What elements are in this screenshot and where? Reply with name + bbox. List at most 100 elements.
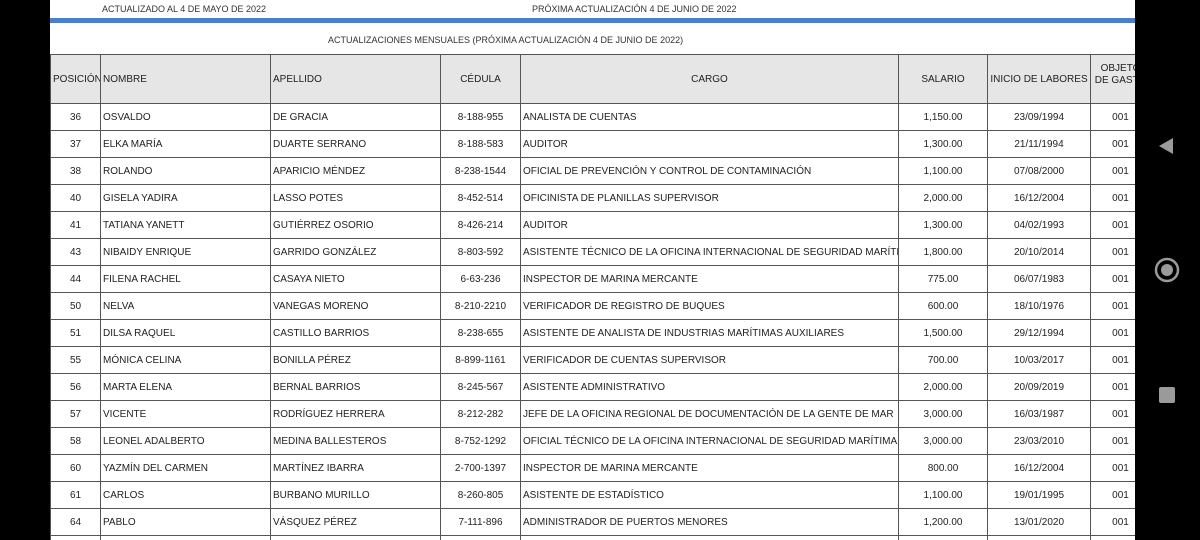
table-cell: NELVA bbox=[100, 292, 271, 320]
table-cell: 001 bbox=[1090, 103, 1135, 131]
table-cell: ASISTENTE ADMINISTRATIVO bbox=[520, 373, 899, 401]
table-cell: 8-899-1161 bbox=[440, 346, 521, 374]
table-cell: GUTIÉRREZ OSORIO bbox=[270, 211, 441, 239]
subtitle: ACTUALIZACIONES MENSUALES (PRÓXIMA ACTUA… bbox=[328, 35, 684, 45]
table-cell: 8-212-282 bbox=[440, 400, 521, 428]
table-row: 41 TATIANA YANETT GUTIÉRREZ OSORIO 8-426-21… bbox=[50, 211, 1135, 239]
table-cell: OFICIAL DE PREVENCIÓN Y CONTROL DE CONTA… bbox=[520, 157, 899, 185]
table-cell: 1,100.00 bbox=[898, 481, 988, 509]
table-cell: 06/07/1983 bbox=[987, 265, 1091, 293]
table-cell: 3,000.00 bbox=[898, 400, 988, 428]
empty-cell bbox=[100, 535, 271, 540]
empty-cell bbox=[898, 535, 988, 540]
table-cell: 38 bbox=[50, 157, 101, 185]
table-cell: MARTA ELENA bbox=[100, 373, 271, 401]
table-row: 37 ELKA MARÍA DUARTE SERRANO 8-188-583 AUDIT… bbox=[50, 130, 1135, 158]
column-header: OBJETO DE GASTO bbox=[1090, 54, 1135, 104]
table-row: 61 CARLOS BURBANO MURILLO 8-260-805 ASISTENT… bbox=[50, 481, 1135, 509]
table-row: 44 FILENA RACHEL CASAYA NIETO 6-63-236 INSPE… bbox=[50, 265, 1135, 293]
table-cell: OSVALDO bbox=[100, 103, 271, 131]
table-cell: RODRÍGUEZ HERRERA bbox=[270, 400, 441, 428]
table-cell: OFICIAL TÉCNICO DE LA OFICINA INTERNACIO… bbox=[520, 427, 899, 455]
table-cell: 7-111-896 bbox=[440, 508, 521, 536]
table-cell: 8-803-592 bbox=[440, 238, 521, 266]
table-cell: 43 bbox=[50, 238, 101, 266]
home-button-ring[interactable] bbox=[1154, 257, 1180, 283]
empty-cell bbox=[987, 535, 1091, 540]
table-cell: DILSA RAQUEL bbox=[100, 319, 271, 347]
table-cell: 40 bbox=[50, 184, 101, 212]
table-cell: 8-426-214 bbox=[440, 211, 521, 239]
table-cell: ASISTENTE DE ANALISTA DE INDUSTRIAS MARÍ… bbox=[520, 319, 899, 347]
table-cell: 36 bbox=[50, 103, 101, 131]
table-cell: GARRIDO GONZÁLEZ bbox=[270, 238, 441, 266]
table-cell: ADMINISTRADOR DE PUERTOS MENORES bbox=[520, 508, 899, 536]
table-cell: 001 bbox=[1090, 211, 1135, 239]
table-cell: CASAYA NIETO bbox=[270, 265, 441, 293]
document-view: ACTUALIZADO AL 4 DE MAYO DE 2022 PRÓXIMA… bbox=[50, 0, 1135, 540]
table-cell: 1,300.00 bbox=[898, 211, 988, 239]
column-header: INICIO DE LABORES bbox=[987, 54, 1091, 104]
column-header: SALARIO bbox=[898, 54, 988, 104]
table-cell: 23/09/1994 bbox=[987, 103, 1091, 131]
table-cell: 8-260-805 bbox=[440, 481, 521, 509]
table-cell: AUDITOR bbox=[520, 211, 899, 239]
table-cell: 29/12/1994 bbox=[987, 319, 1091, 347]
table-row: 57 VICENTE RODRÍGUEZ HERRERA 8-212-282 JEFE … bbox=[50, 400, 1135, 428]
column-header: NOMBRE bbox=[100, 54, 271, 104]
table-cell: DE GRACIA bbox=[270, 103, 441, 131]
empty-cell bbox=[520, 535, 899, 540]
home-button[interactable] bbox=[1161, 264, 1173, 276]
android-nav-bar bbox=[1154, 138, 1180, 403]
table-cell: 700.00 bbox=[898, 346, 988, 374]
table-cell: GISELA YADIRA bbox=[100, 184, 271, 212]
table-cell: 10/03/2017 bbox=[987, 346, 1091, 374]
table-cell: 8-188-583 bbox=[440, 130, 521, 158]
table-row: 40 GISELA YADIRA LASSO POTES 8-452-514 OFICI… bbox=[50, 184, 1135, 212]
table-cell: 57 bbox=[50, 400, 101, 428]
table-cell: 2,000.00 bbox=[898, 184, 988, 212]
table-cell: 07/08/2000 bbox=[987, 157, 1091, 185]
table-cell: 001 bbox=[1090, 130, 1135, 158]
table-cell: TATIANA YANETT bbox=[100, 211, 271, 239]
table-cell: 8-238-655 bbox=[440, 319, 521, 347]
table-row: 64 PABLO VÁSQUEZ PÉREZ 7-111-896 ADMINISTRAD… bbox=[50, 508, 1135, 536]
table-cell: 2-700-1397 bbox=[440, 454, 521, 482]
table-cell: VÁSQUEZ PÉREZ bbox=[270, 508, 441, 536]
back-button[interactable] bbox=[1159, 138, 1173, 154]
table-cell: 20/10/2014 bbox=[987, 238, 1091, 266]
table-cell: 001 bbox=[1090, 238, 1135, 266]
table-cell: APARICIO MÉNDEZ bbox=[270, 157, 441, 185]
recents-button[interactable] bbox=[1159, 387, 1175, 403]
table-row: 50 NELVA VANEGAS MORENO 8-210-2210 VERIFICAD… bbox=[50, 292, 1135, 320]
column-header: APELLIDO bbox=[270, 54, 441, 104]
table-cell: LEONEL ADALBERTO bbox=[100, 427, 271, 455]
table-cell: VERIFICADOR DE CUENTAS SUPERVISOR bbox=[520, 346, 899, 374]
table-cell: 55 bbox=[50, 346, 101, 374]
table-cell: 21/11/1994 bbox=[987, 130, 1091, 158]
table-cell: CASTILLO BARRIOS bbox=[270, 319, 441, 347]
table-cell: BERNAL BARRIOS bbox=[270, 373, 441, 401]
table-cell: 1,200.00 bbox=[898, 508, 988, 536]
table-cell: 775.00 bbox=[898, 265, 988, 293]
table-cell: 800.00 bbox=[898, 454, 988, 482]
table-cell: 23/03/2010 bbox=[987, 427, 1091, 455]
table-cell: 001 bbox=[1090, 184, 1135, 212]
table-cell: 001 bbox=[1090, 454, 1135, 482]
table-cell: ROLANDO bbox=[100, 157, 271, 185]
header-rule bbox=[50, 18, 1135, 23]
table-cell: 001 bbox=[1090, 157, 1135, 185]
table-cell: 37 bbox=[50, 130, 101, 158]
table-cell: ANALISTA DE CUENTAS bbox=[520, 103, 899, 131]
table-cell: 1,500.00 bbox=[898, 319, 988, 347]
table-cell: 001 bbox=[1090, 508, 1135, 536]
table-cell: LASSO POTES bbox=[270, 184, 441, 212]
table-cell: 001 bbox=[1090, 265, 1135, 293]
table-row: 55 MÓNICA CELINA BONILLA PÉREZ 8-899-1161 VE… bbox=[50, 346, 1135, 374]
table-cell: 001 bbox=[1090, 400, 1135, 428]
table-cell: 16/12/2004 bbox=[987, 184, 1091, 212]
table-cell: ASISTENTE DE ESTADÍSTICO bbox=[520, 481, 899, 509]
table-cell: 001 bbox=[1090, 481, 1135, 509]
table-cell: 16/12/2004 bbox=[987, 454, 1091, 482]
table-cell: 8-210-2210 bbox=[440, 292, 521, 320]
